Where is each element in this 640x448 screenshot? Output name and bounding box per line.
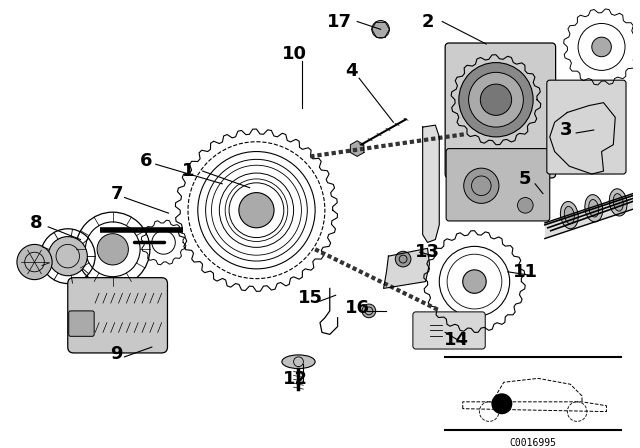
Text: 16: 16: [345, 299, 370, 317]
Circle shape: [97, 234, 129, 265]
Circle shape: [17, 245, 52, 280]
Circle shape: [481, 84, 511, 116]
Text: 10: 10: [282, 45, 307, 63]
Text: 9: 9: [110, 345, 123, 363]
Polygon shape: [550, 103, 615, 174]
Text: 12: 12: [283, 370, 308, 388]
Ellipse shape: [561, 202, 578, 228]
FancyBboxPatch shape: [446, 149, 550, 221]
Circle shape: [486, 90, 506, 109]
Circle shape: [396, 251, 411, 267]
Text: 4: 4: [345, 62, 358, 80]
Ellipse shape: [282, 355, 315, 369]
FancyBboxPatch shape: [68, 278, 168, 353]
FancyBboxPatch shape: [413, 312, 485, 349]
Text: 1: 1: [182, 162, 195, 180]
FancyBboxPatch shape: [547, 80, 626, 174]
FancyBboxPatch shape: [68, 311, 94, 336]
Circle shape: [468, 72, 524, 127]
Text: 5: 5: [519, 170, 532, 188]
Ellipse shape: [609, 189, 627, 216]
Text: 2: 2: [421, 13, 434, 30]
Text: 8: 8: [30, 214, 43, 232]
Circle shape: [239, 193, 274, 228]
Polygon shape: [383, 248, 429, 289]
FancyBboxPatch shape: [445, 43, 556, 178]
Circle shape: [464, 168, 499, 203]
Polygon shape: [422, 125, 439, 242]
Circle shape: [492, 394, 511, 414]
Circle shape: [459, 63, 533, 137]
Text: 15: 15: [298, 289, 323, 307]
Text: 14: 14: [444, 331, 469, 349]
Ellipse shape: [589, 199, 599, 217]
Text: 3: 3: [560, 121, 573, 139]
Circle shape: [362, 304, 376, 318]
Text: 7: 7: [110, 185, 123, 202]
Text: C0016995: C0016995: [509, 438, 557, 448]
Ellipse shape: [585, 194, 603, 222]
Circle shape: [372, 21, 389, 38]
Text: 17: 17: [327, 13, 352, 30]
Polygon shape: [545, 194, 633, 238]
Polygon shape: [350, 141, 364, 156]
Circle shape: [518, 198, 533, 213]
Circle shape: [48, 237, 87, 276]
Ellipse shape: [613, 194, 623, 211]
Text: 11: 11: [513, 263, 538, 281]
Text: 13: 13: [415, 243, 440, 261]
Ellipse shape: [564, 207, 574, 224]
Text: 6: 6: [140, 152, 152, 170]
Circle shape: [592, 37, 611, 57]
Circle shape: [463, 270, 486, 293]
